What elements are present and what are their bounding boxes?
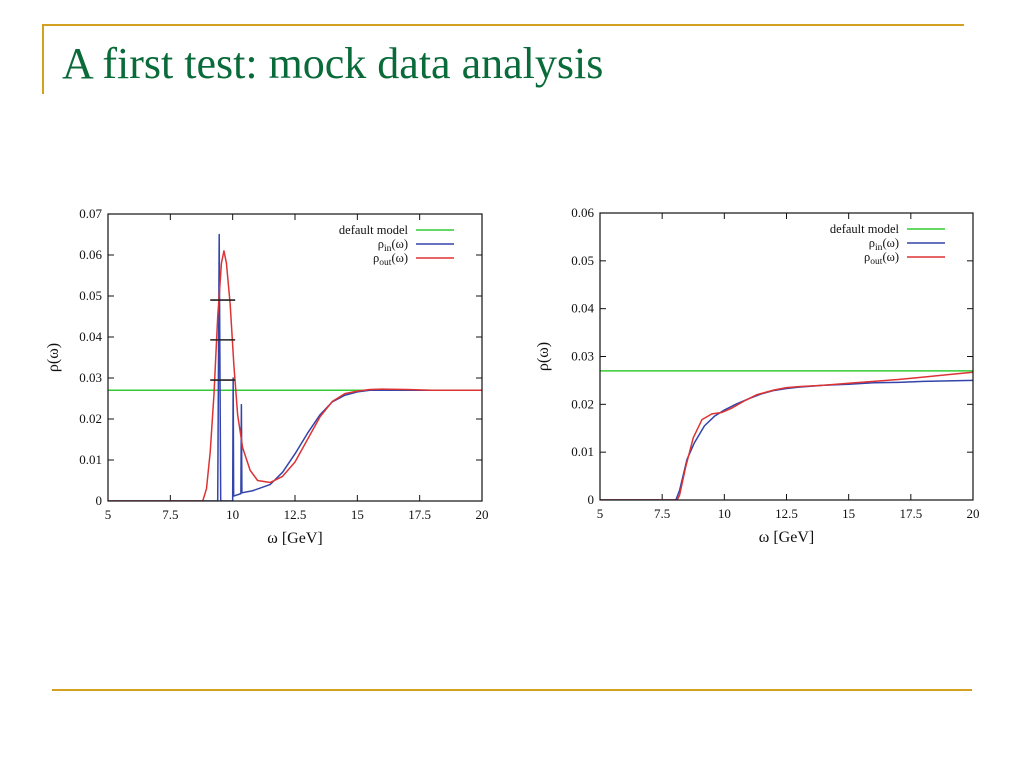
y-tick-label: 0.06: [571, 205, 594, 220]
x-tick-label: 17.5: [408, 507, 431, 522]
x-tick-label: 7.5: [654, 506, 670, 521]
y-tick-label: 0.06: [79, 247, 102, 262]
y-tick-label: 0.03: [571, 349, 594, 364]
plot-frame: [107, 213, 483, 502]
x-tick-label: 10: [226, 507, 239, 522]
legend-label: default model: [830, 222, 900, 236]
y-tick-label: 0: [96, 493, 103, 508]
spectral-function-chart-right: 5 7.5 10 12.5 15 17.5 20 0 0.01 0.02 0.03 0.04 0.05 0…: [535, 205, 980, 546]
bottom-rule: [52, 689, 972, 691]
x-tick-label: 20: [476, 507, 489, 522]
y-tick-label: 0.07: [79, 206, 102, 221]
legend-label: default model: [339, 223, 409, 237]
series-line-out: [108, 250, 482, 501]
x-axis-label: ω [GeV]: [267, 530, 322, 547]
x-tick-label: 17.5: [899, 506, 922, 521]
x-tick-label: 15: [351, 507, 364, 522]
x-tick-label: 7.5: [162, 507, 178, 522]
y-tick-label: 0.03: [79, 370, 102, 385]
series-line-in: [108, 233, 482, 501]
legend-label: ρout(ω): [864, 250, 899, 267]
y-tick-label: 0.04: [571, 301, 594, 316]
y-tick-label: 0.01: [571, 444, 594, 459]
y-tick-label: 0.05: [571, 253, 594, 268]
plot-frame: [599, 212, 974, 501]
x-tick-label: 5: [597, 506, 604, 521]
slide-title: A first test: mock data analysis: [62, 39, 604, 88]
legend-label: ρout(ω): [373, 251, 408, 268]
series-line-out: [600, 371, 973, 500]
x-axis-label: ω [GeV]: [759, 529, 814, 546]
y-tick-label: 0.01: [79, 452, 102, 467]
y-tick-label: 0.04: [79, 329, 102, 344]
x-tick-label: 20: [967, 506, 980, 521]
spectral-function-chart-left: 5 7.5 10 12.5 15 17.5 20 0 0.01 0.02 0.03 0.04 0.05 0…: [45, 206, 489, 547]
y-tick-label: 0.02: [79, 411, 102, 426]
left-rule: [42, 24, 44, 94]
y-tick-label: 0.05: [79, 288, 102, 303]
x-tick-label: 15: [842, 506, 855, 521]
y-axis-label: ρ(ω): [535, 342, 552, 371]
x-tick-label: 12.5: [284, 507, 307, 522]
x-tick-label: 12.5: [775, 506, 798, 521]
x-tick-label: 5: [105, 507, 112, 522]
top-rule: [42, 24, 964, 26]
y-tick-label: 0: [588, 492, 595, 507]
series-line-in: [600, 379, 973, 500]
y-tick-label: 0.02: [571, 396, 594, 411]
x-tick-label: 10: [718, 506, 731, 521]
y-axis-label: ρ(ω): [45, 343, 62, 372]
